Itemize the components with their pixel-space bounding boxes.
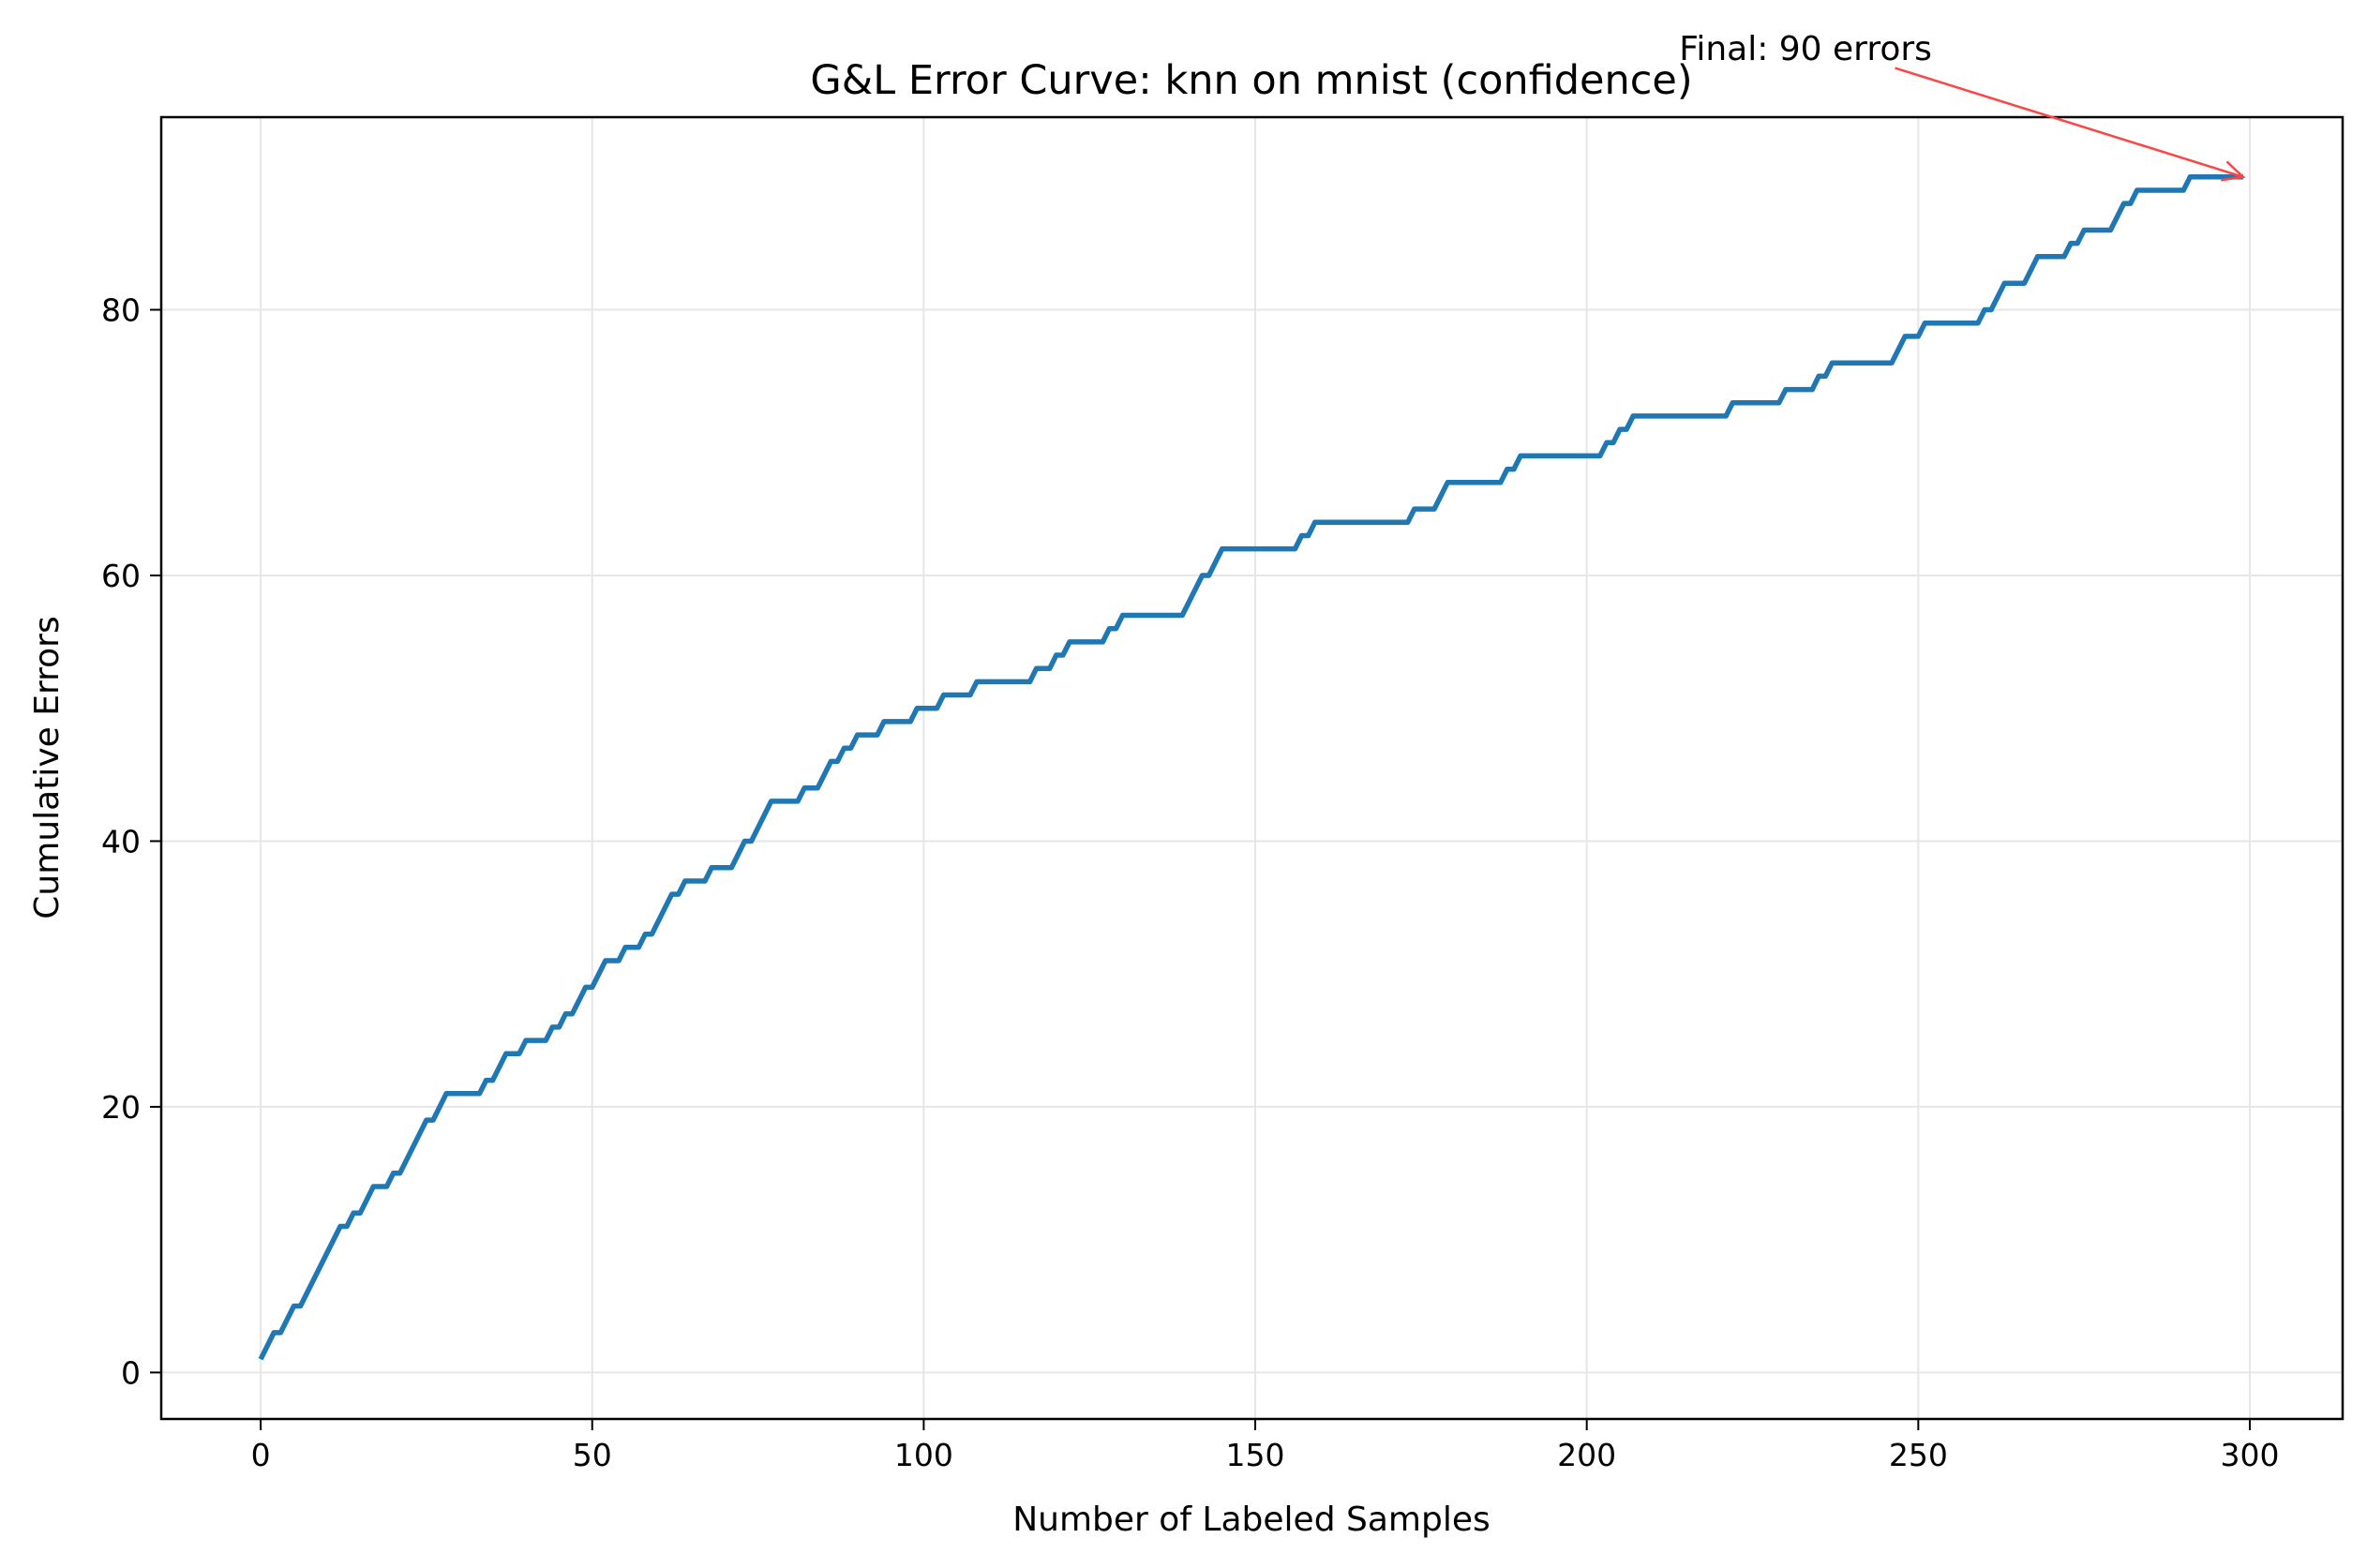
annotation-layer: Final: 90 errors <box>1679 30 2246 182</box>
y-tick-label: 0 <box>121 1354 141 1391</box>
series-line-0 <box>258 174 2243 1361</box>
x-tick-label: 300 <box>2220 1437 2279 1473</box>
annotation-arrow-head <box>2220 160 2246 182</box>
y-tick-label: 20 <box>101 1089 141 1126</box>
y-tick-label: 60 <box>101 558 141 594</box>
x-tick-label: 200 <box>1557 1437 1616 1473</box>
x-axis-label: Number of Labeled Samples <box>1012 1501 1491 1539</box>
x-tick-label: 150 <box>1226 1437 1285 1473</box>
x-tick-label: 0 <box>251 1437 271 1473</box>
annotation-arrow-line <box>1895 67 2244 178</box>
series-layer <box>258 174 2243 1361</box>
y-tick-label: 80 <box>101 292 141 329</box>
x-tick-label: 50 <box>573 1437 612 1473</box>
chart-title: G&L Error Curve: knn on mnist (confidenc… <box>810 57 1692 104</box>
final-errors-annotation-text: Final: 90 errors <box>1679 30 1932 68</box>
y-tick-label: 40 <box>101 823 141 859</box>
plot-area-frame <box>159 115 2345 1421</box>
x-tick-label: 100 <box>894 1437 953 1473</box>
axis-ticks: 0 50 100 150 200 250 300 0 20 40 60 80 <box>101 292 2279 1473</box>
y-axis-label: Cumulative Errors <box>28 616 67 918</box>
x-tick-label: 250 <box>1889 1437 1948 1473</box>
